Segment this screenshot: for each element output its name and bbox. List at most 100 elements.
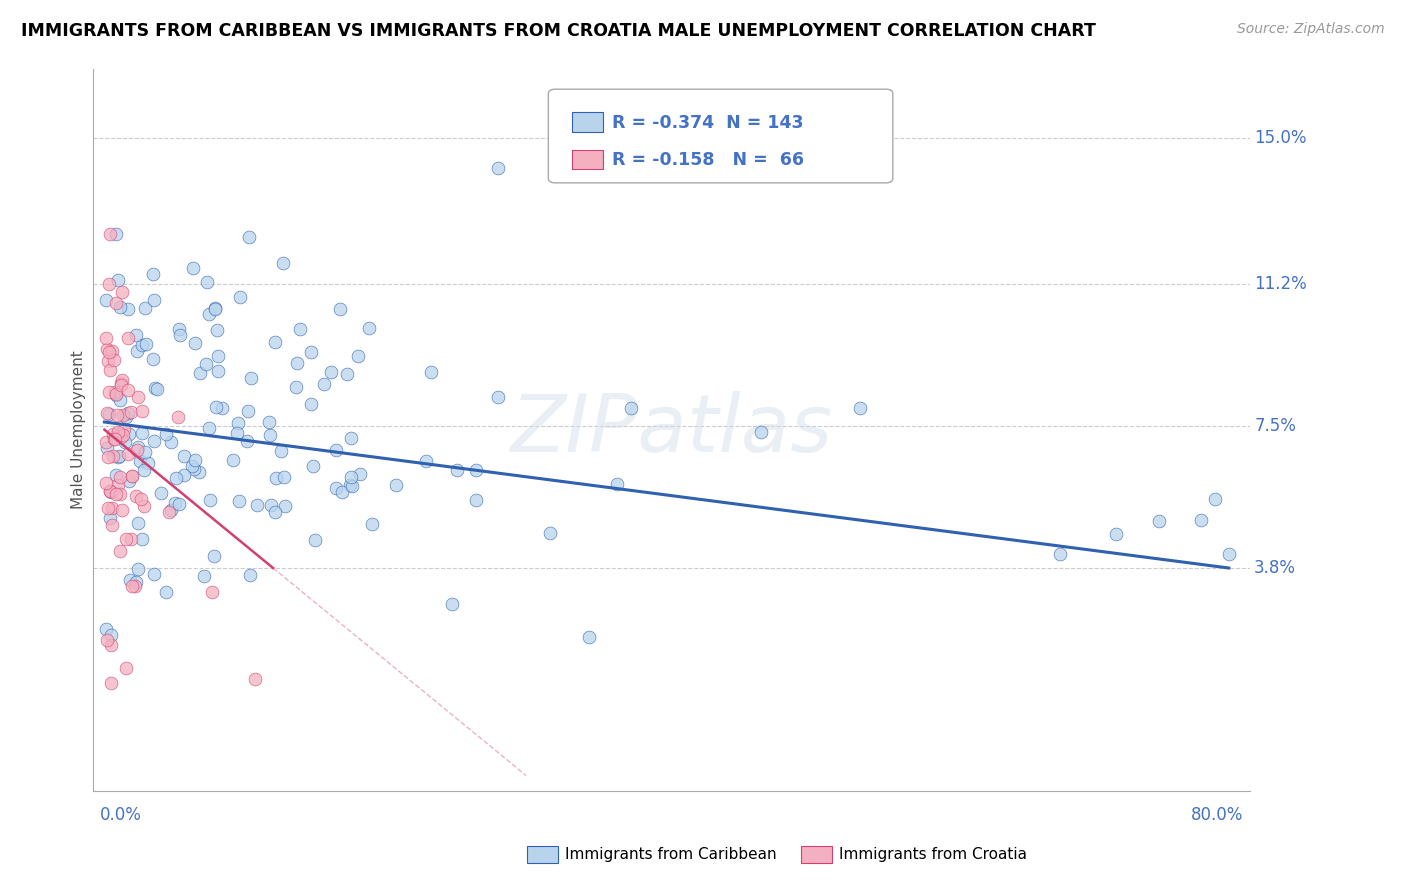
Point bbox=[325, 442, 347, 457]
Point bbox=[128, 454, 150, 468]
Point bbox=[245, 673, 267, 687]
Point bbox=[108, 427, 131, 442]
Point bbox=[187, 465, 209, 479]
Point bbox=[160, 503, 183, 517]
Point bbox=[132, 500, 155, 514]
Point bbox=[104, 487, 127, 501]
Point bbox=[104, 467, 127, 482]
Point bbox=[134, 301, 156, 315]
Point bbox=[259, 428, 281, 442]
Text: 0.0%: 0.0% bbox=[100, 806, 142, 824]
Point bbox=[848, 401, 870, 415]
Point bbox=[111, 503, 134, 517]
Point bbox=[193, 569, 215, 583]
Point bbox=[121, 469, 143, 483]
Point bbox=[195, 357, 218, 371]
Point bbox=[361, 517, 384, 532]
Point bbox=[150, 485, 173, 500]
Text: 80.0%: 80.0% bbox=[1191, 806, 1243, 824]
Point bbox=[181, 260, 204, 275]
Point bbox=[110, 376, 132, 390]
Point bbox=[112, 428, 135, 442]
Point bbox=[98, 227, 121, 241]
Point bbox=[94, 622, 117, 636]
Text: IMMIGRANTS FROM CARIBBEAN VS IMMIGRANTS FROM CROATIA MALE UNEMPLOYMENT CORRELATI: IMMIGRANTS FROM CARIBBEAN VS IMMIGRANTS … bbox=[21, 22, 1095, 40]
Point bbox=[264, 335, 287, 350]
Point bbox=[181, 459, 204, 474]
Point bbox=[127, 441, 149, 455]
Point bbox=[228, 493, 250, 508]
Point bbox=[117, 447, 139, 461]
Point bbox=[465, 463, 488, 477]
Point bbox=[257, 415, 280, 429]
Point bbox=[446, 463, 468, 477]
Point bbox=[336, 367, 359, 381]
Point bbox=[173, 449, 195, 463]
Point bbox=[101, 343, 124, 358]
Point bbox=[98, 483, 121, 498]
Point bbox=[94, 434, 117, 449]
Point bbox=[1218, 547, 1240, 561]
Point bbox=[1105, 527, 1128, 541]
Point bbox=[749, 425, 772, 439]
Point bbox=[110, 469, 132, 483]
Point bbox=[578, 630, 600, 644]
Point bbox=[97, 407, 120, 421]
Point bbox=[486, 390, 509, 404]
Point bbox=[131, 404, 153, 418]
Point bbox=[165, 496, 187, 510]
Point bbox=[107, 450, 129, 464]
Point bbox=[157, 505, 180, 519]
Point bbox=[287, 356, 309, 370]
Point bbox=[143, 567, 166, 582]
Point bbox=[101, 427, 124, 442]
Point bbox=[120, 573, 142, 587]
Point bbox=[125, 489, 148, 503]
Point bbox=[114, 435, 136, 450]
Y-axis label: Male Unemployment: Male Unemployment bbox=[72, 351, 86, 509]
Point bbox=[107, 450, 129, 464]
Point bbox=[115, 410, 138, 425]
Point bbox=[108, 300, 131, 314]
Point bbox=[226, 425, 249, 440]
Point bbox=[173, 467, 195, 482]
Point bbox=[235, 434, 257, 449]
Point bbox=[184, 453, 207, 467]
Point bbox=[107, 478, 129, 492]
Point bbox=[131, 532, 153, 546]
Point bbox=[100, 627, 122, 641]
Point bbox=[100, 511, 122, 525]
Point bbox=[271, 256, 294, 270]
Text: ZIPatlas: ZIPatlas bbox=[510, 391, 832, 468]
Point bbox=[96, 342, 118, 356]
Point bbox=[142, 351, 165, 366]
Point bbox=[264, 505, 287, 519]
Point bbox=[100, 676, 122, 690]
Point bbox=[110, 377, 132, 392]
Point bbox=[304, 533, 326, 548]
Point bbox=[121, 469, 143, 483]
Text: Immigrants from Croatia: Immigrants from Croatia bbox=[839, 847, 1028, 862]
Point bbox=[125, 442, 148, 457]
Point bbox=[127, 562, 149, 576]
Point bbox=[97, 354, 120, 368]
Point bbox=[195, 275, 218, 289]
Point bbox=[538, 525, 561, 540]
Point bbox=[270, 443, 292, 458]
Point bbox=[299, 345, 322, 359]
Point bbox=[160, 434, 183, 449]
Point bbox=[108, 487, 131, 501]
Point bbox=[100, 485, 122, 500]
Point bbox=[204, 301, 226, 315]
Point bbox=[135, 337, 157, 351]
Point bbox=[96, 441, 118, 455]
Point bbox=[143, 293, 166, 308]
Point bbox=[486, 161, 509, 176]
Point bbox=[1204, 492, 1226, 507]
Point bbox=[101, 501, 124, 516]
Point bbox=[299, 397, 322, 411]
Text: Immigrants from Caribbean: Immigrants from Caribbean bbox=[565, 847, 778, 862]
Point bbox=[132, 463, 155, 477]
Point bbox=[115, 532, 138, 546]
Point bbox=[118, 475, 141, 489]
